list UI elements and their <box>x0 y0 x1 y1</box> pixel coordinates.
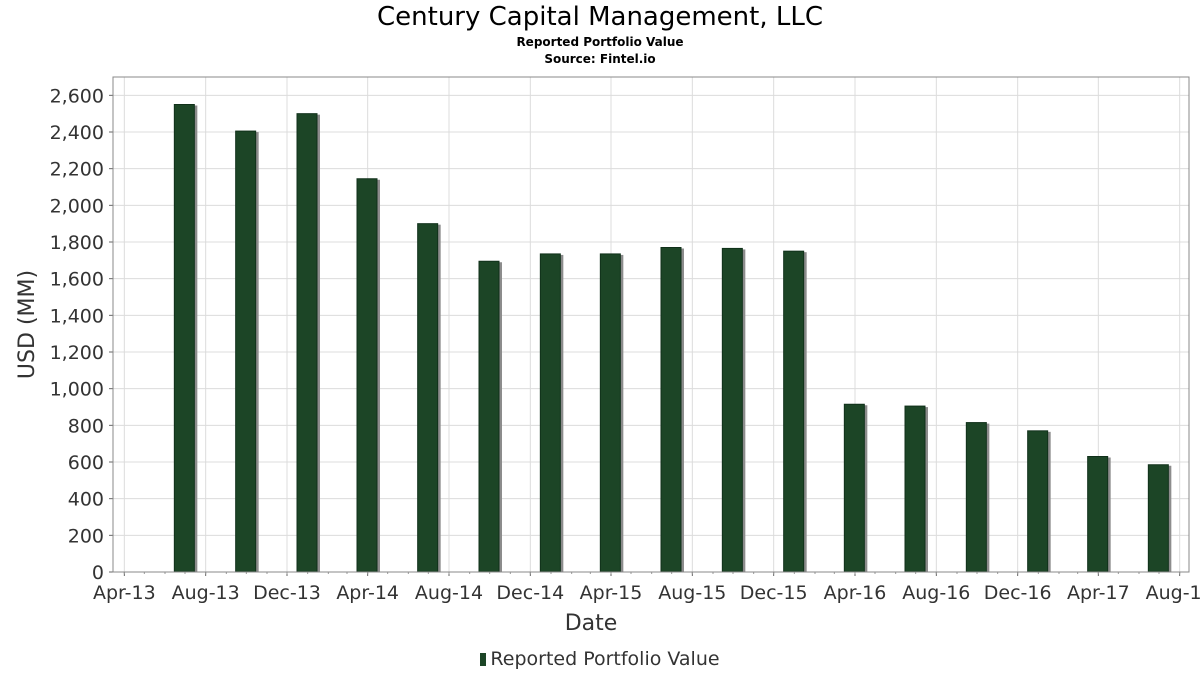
chart-source: Source: Fintel.io <box>544 52 656 66</box>
y-tick-label: 1,800 <box>50 232 104 254</box>
bar <box>783 250 805 573</box>
x-tick-label: Apr-13 <box>93 582 156 604</box>
y-tick-label: 1,600 <box>50 269 104 291</box>
legend-swatch <box>480 653 487 666</box>
y-tick-label: 1,000 <box>50 379 104 401</box>
y-tick-label: 1,200 <box>50 342 104 364</box>
x-axis-label: Date <box>565 611 618 636</box>
y-tick-label: 800 <box>68 415 104 437</box>
x-tick-label: Aug-13 <box>172 582 240 604</box>
y-tick-label: 0 <box>92 562 104 584</box>
x-tick-label: Dec-16 <box>984 582 1052 604</box>
y-tick-label: 2,400 <box>50 122 104 144</box>
bar <box>721 247 743 573</box>
x-tick-label: Aug-17 <box>1146 582 1200 604</box>
y-tick-label: 400 <box>68 489 104 511</box>
bar <box>965 422 987 573</box>
bar <box>478 260 500 573</box>
y-tick-label: 600 <box>68 452 104 474</box>
y-tick-label: 2,200 <box>50 159 104 181</box>
bar <box>417 223 439 573</box>
x-tick-label: Apr-16 <box>824 582 887 604</box>
plot-border <box>112 76 1190 573</box>
x-tick-label: Dec-13 <box>253 582 321 604</box>
x-tick-label: Dec-14 <box>496 582 564 604</box>
x-tick-label: Aug-16 <box>902 582 970 604</box>
x-tick-label: Aug-15 <box>658 582 726 604</box>
bar <box>356 178 378 573</box>
plot-area <box>113 77 1189 572</box>
bar <box>599 253 621 573</box>
bar <box>296 113 318 573</box>
bar <box>539 253 561 573</box>
bar <box>843 403 865 573</box>
bar <box>904 405 926 573</box>
bar <box>1027 430 1049 573</box>
y-tick-label: 200 <box>68 525 104 547</box>
y-tick-label: 1,400 <box>50 305 104 327</box>
legend: Reported Portfolio Value <box>0 648 1200 670</box>
y-axis-label: USD (MM) <box>15 270 40 379</box>
x-tick-label: Aug-14 <box>415 582 483 604</box>
bar <box>1087 456 1109 573</box>
legend-label: Reported Portfolio Value <box>490 648 720 670</box>
x-tick-label: Apr-14 <box>336 582 399 604</box>
chart-title: Century Capital Management, LLC <box>377 2 823 32</box>
chart-subtitle: Reported Portfolio Value <box>516 35 684 49</box>
x-tick-label: Dec-15 <box>740 582 808 604</box>
bar <box>1147 464 1169 573</box>
bar <box>173 104 195 573</box>
bar <box>235 130 257 573</box>
bar-chart: 0 200 400 600 800 1,000 1,200 1,400 1,600 1,800 2,… <box>15 76 1200 636</box>
y-tick-label: 2,000 <box>50 195 104 217</box>
y-tick-label: 2,600 <box>50 85 104 107</box>
x-tick-label: Apr-17 <box>1067 582 1130 604</box>
bar <box>660 247 682 573</box>
x-tick-label: Apr-15 <box>580 582 643 604</box>
